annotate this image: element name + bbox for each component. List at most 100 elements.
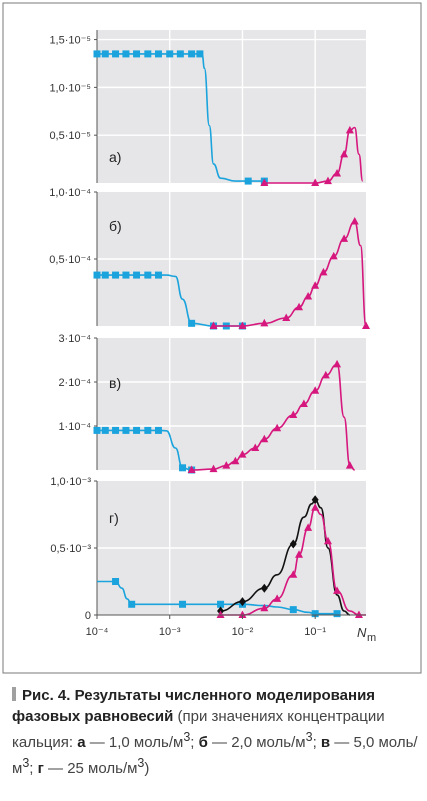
- marker-1-blue-5: [133, 50, 141, 58]
- marker-4-blue-3: [179, 600, 187, 608]
- marker-2-magenta-1: [209, 321, 218, 329]
- marker-4-magenta-5: [289, 570, 298, 578]
- marker-1-magenta-3: [323, 176, 332, 185]
- marker-3-blue-7: [154, 426, 162, 434]
- marker-1-blue-6: [144, 50, 152, 58]
- marker-2-magenta-8: [319, 267, 328, 276]
- marker-2-blue-7: [154, 271, 162, 279]
- marker-1-magenta-1: [260, 178, 269, 186]
- marker-4-blue-6: [289, 606, 297, 614]
- marker-2-magenta-3: [260, 318, 269, 327]
- marker-3-magenta-11: [311, 386, 320, 394]
- marker-4-black-4: [289, 539, 297, 549]
- x-tick-label-2: 10⁻³: [159, 626, 181, 638]
- marker-4-magenta-11: [354, 610, 363, 618]
- caption-a-value: — 1,0 моль/м: [85, 734, 184, 751]
- marker-1-magenta-4: [333, 168, 342, 177]
- marker-3-magenta-14: [345, 461, 354, 469]
- panel-bg-1: [97, 30, 366, 183]
- y-tick-label-4-3: 1,0·10⁻³: [50, 476, 91, 488]
- marker-2-blue-5: [133, 271, 141, 279]
- marker-1-blue-3: [112, 50, 120, 58]
- marker-4-magenta-6: [295, 550, 304, 558]
- marker-1-blue-9: [176, 50, 184, 58]
- marker-2-blue-2: [101, 271, 109, 279]
- marker-3-blue-1: [93, 426, 101, 434]
- marker-2-blue-3: [112, 271, 120, 279]
- marker-3-magenta-12: [321, 370, 330, 379]
- marker-4-blue-7: [311, 610, 319, 618]
- caption-sep-3: ;: [29, 760, 38, 777]
- caption-c-letter: в: [320, 734, 331, 751]
- caption-a-sup: 3: [183, 730, 191, 744]
- panel-label-4: г): [109, 510, 119, 526]
- marker-4-blue-4: [217, 600, 225, 608]
- marker-1-magenta-6: [345, 125, 354, 134]
- marker-2-magenta-11: [350, 216, 359, 225]
- marker-1-magenta-2: [311, 178, 320, 186]
- series-line-3-magenta: [191, 363, 355, 471]
- caption-marker: [12, 687, 16, 701]
- marker-2-blue-1: [93, 271, 101, 279]
- marker-2-magenta-9: [329, 251, 338, 260]
- marker-4-magenta-1: [216, 610, 225, 618]
- x-axis-label: N: [357, 625, 367, 640]
- figure-caption: Рис. 4. Результаты численного моделирова…: [12, 685, 420, 779]
- marker-3-magenta-6: [251, 443, 260, 451]
- y-tick-label-4-1: 0: [85, 610, 91, 622]
- marker-4-magenta-7: [304, 523, 313, 531]
- marker-4-magenta-4: [273, 594, 282, 602]
- marker-1-blue-10: [188, 50, 196, 58]
- marker-3-magenta-13: [333, 359, 342, 368]
- y-tick-label-1-3: 1,5·10⁻⁵: [49, 35, 91, 47]
- caption-d-sup: 3: [137, 756, 145, 770]
- marker-2-magenta-2: [238, 321, 247, 329]
- marker-4-magenta-8: [311, 503, 320, 511]
- marker-1-blue-7: [154, 50, 162, 58]
- marker-3-blue-5: [133, 426, 141, 434]
- marker-3-blue-2: [101, 426, 109, 434]
- marker-4-magenta-2: [238, 610, 247, 618]
- marker-3-blue-6: [144, 426, 152, 434]
- series-line-4-blue: [97, 580, 338, 615]
- caption-title: Результаты численного моделирования фазо…: [12, 687, 376, 725]
- marker-3-magenta-8: [273, 423, 282, 432]
- x-tick-label-3: 10⁻²: [232, 626, 254, 638]
- marker-1-blue-11: [196, 50, 204, 58]
- marker-2-magenta-10: [340, 234, 349, 242]
- marker-2-magenta-7: [311, 281, 320, 289]
- marker-2-magenta-5: [295, 302, 304, 311]
- x-tick-label-1: 10⁻⁴: [86, 626, 109, 638]
- y-tick-label-2-2: 1,0·10⁻⁴: [49, 187, 91, 199]
- marker-3-blue-3: [112, 426, 120, 434]
- marker-2-blue-6: [144, 271, 152, 279]
- caption-d-letter: г: [37, 760, 44, 777]
- marker-1-blue-4: [122, 50, 130, 58]
- marker-4-black-3: [260, 583, 268, 593]
- caption-prefix: (при значениях концентрации кальция:: [12, 708, 385, 751]
- caption-a-letter: а: [77, 734, 86, 751]
- marker-3-magenta-9: [289, 410, 298, 418]
- chart-svg: 0,5·10⁻⁵ 1,0·10⁻⁵ 1,5·10⁻⁵ а) 0,5·10⁻⁴ 1,0·10…: [2, 2, 422, 674]
- marker-4-magenta-3: [260, 603, 269, 612]
- marker-3-magenta-4: [231, 456, 240, 465]
- x-tick-label-4: 10⁻¹: [304, 626, 326, 638]
- marker-1-blue-8: [166, 50, 174, 58]
- y-tick-label-1-2: 1,0·10⁻⁵: [49, 82, 91, 94]
- panel-label-3: в): [109, 375, 121, 391]
- caption-d-value: — 25 моль/м: [43, 760, 138, 777]
- marker-4-blue-1: [112, 578, 120, 585]
- marker-1-magenta-5: [340, 149, 349, 158]
- marker-4-black-2: [238, 597, 246, 607]
- marker-3-magenta-2: [209, 464, 218, 473]
- y-tick-label-3-3: 3·10⁻⁴: [58, 333, 91, 345]
- marker-4-magenta-10: [333, 586, 342, 594]
- y-tick-label-2-1: 0,5·10⁻⁴: [49, 254, 91, 266]
- marker-2-magenta-12: [362, 321, 370, 329]
- marker-3-magenta-7: [260, 434, 269, 443]
- y-tick-label-3-1: 1·10⁻⁴: [58, 421, 91, 433]
- caption-b-value: — 2,0 моль/м: [207, 734, 306, 751]
- panel-label-1: а): [109, 149, 121, 165]
- panel-label-2: б): [109, 218, 122, 234]
- marker-4-blue-8: [333, 610, 341, 618]
